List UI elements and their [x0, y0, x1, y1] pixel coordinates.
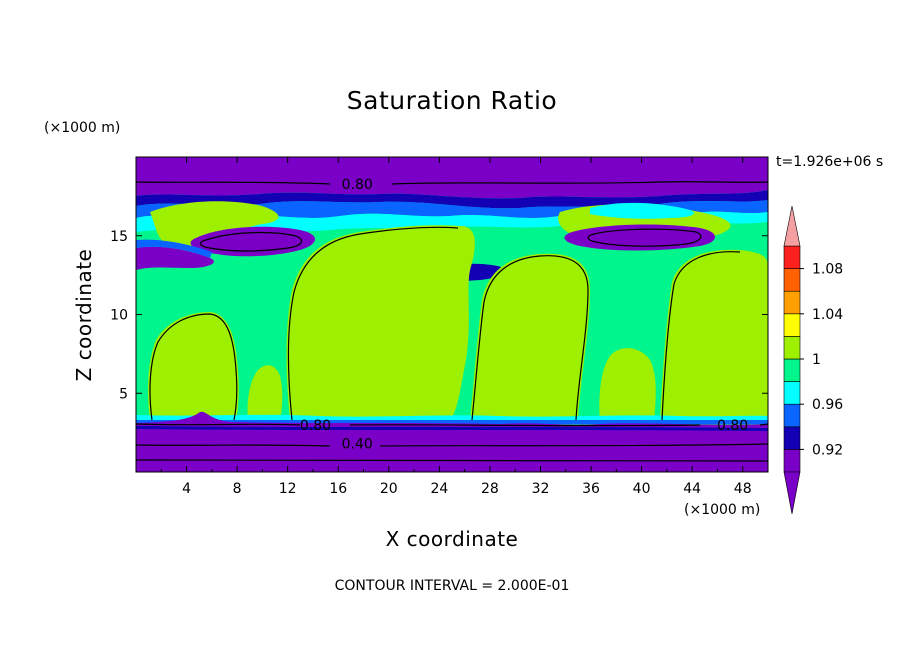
contour-line-plume-4 [149, 313, 238, 421]
x-tick-label: 4 [182, 481, 191, 497]
upper-cyan-right [590, 202, 694, 219]
contour-line-0.80-top [136, 181, 768, 185]
upper-dry-layer [136, 157, 768, 199]
lower-dark-line [136, 426, 768, 431]
x-tick-label: 48 [734, 481, 752, 497]
time-label: t=1.926e+06 s [776, 154, 884, 170]
chart-title: Saturation Ratio [346, 86, 558, 115]
contour-line-0.20 [136, 459, 768, 462]
x-tick-label: 28 [481, 481, 499, 497]
colorbar-segment [783, 403, 801, 428]
x-tick-label: 12 [279, 481, 297, 497]
y-tick-label: 5 [119, 386, 128, 402]
plume-2 [470, 253, 590, 420]
contour-line-pocket-right [587, 228, 702, 247]
x-tick-label: 20 [380, 481, 398, 497]
contour-label: 0.80 [300, 418, 331, 434]
plume-5 [599, 348, 656, 420]
colorbar-under-triangle [783, 471, 801, 515]
contour-label: 0.40 [342, 437, 373, 453]
colorbar-segment [783, 449, 801, 473]
y-tick-label: 15 [110, 229, 128, 245]
lower-dry-layer [136, 411, 768, 472]
contour-line-plume-1 [287, 226, 459, 421]
colorbar-over-triangle [783, 205, 801, 247]
contour-label: 0.80 [342, 177, 373, 193]
x-tick-label: 40 [633, 481, 651, 497]
blue-band-far-left [136, 239, 212, 258]
colorbar-segment [783, 290, 801, 315]
contour-line-pocket-left [199, 231, 303, 252]
colorbar-segment [783, 426, 801, 450]
colorbar-label: 1 [812, 352, 821, 368]
x-axis-unit: (×1000 m) [684, 502, 761, 518]
colorbar-segment [783, 381, 801, 405]
colorbar-label: 1.08 [812, 262, 843, 278]
colorbar-segment [783, 358, 801, 382]
contour-line-plume-2 [471, 255, 589, 421]
contour-interval-label: CONTOUR INTERVAL = 2.000E-01 [334, 578, 570, 594]
colorbar-label: 0.96 [812, 397, 843, 413]
plume-6 [247, 365, 283, 420]
y-axis-unit: (×1000 m) [44, 120, 121, 136]
x-tick-label: 36 [582, 481, 600, 497]
x-tick-label: 8 [233, 481, 242, 497]
x-axis-label: X coordinate [385, 527, 519, 551]
contour-line-0.80-bottom [136, 423, 768, 427]
upper-green-left [150, 201, 279, 252]
dry-band-far-left [136, 246, 214, 270]
colorbar-label: 0.92 [812, 442, 843, 458]
contour-label: 0.80 [717, 418, 748, 434]
plume-1 [286, 225, 475, 420]
colorbar [783, 205, 804, 515]
plume-4 [148, 312, 239, 420]
colorbar-segment [783, 268, 801, 292]
colorbar-segment [783, 313, 801, 337]
x-tick-label: 44 [683, 481, 701, 497]
upper-band-dark [136, 190, 768, 209]
dry-pocket-right [564, 224, 715, 251]
colorbar-segment [783, 245, 801, 269]
x-tick-label: 32 [532, 481, 550, 497]
plume-3 [660, 249, 768, 420]
y-tick-label: 10 [110, 308, 128, 324]
contour-line-plume-3 [661, 251, 741, 421]
x-tick-label: 24 [430, 481, 448, 497]
colorbar-segment [783, 336, 801, 360]
x-tick-label: 16 [329, 481, 347, 497]
contour-line-0.40 [136, 443, 768, 447]
colorbar-label: 1.04 [812, 307, 843, 323]
